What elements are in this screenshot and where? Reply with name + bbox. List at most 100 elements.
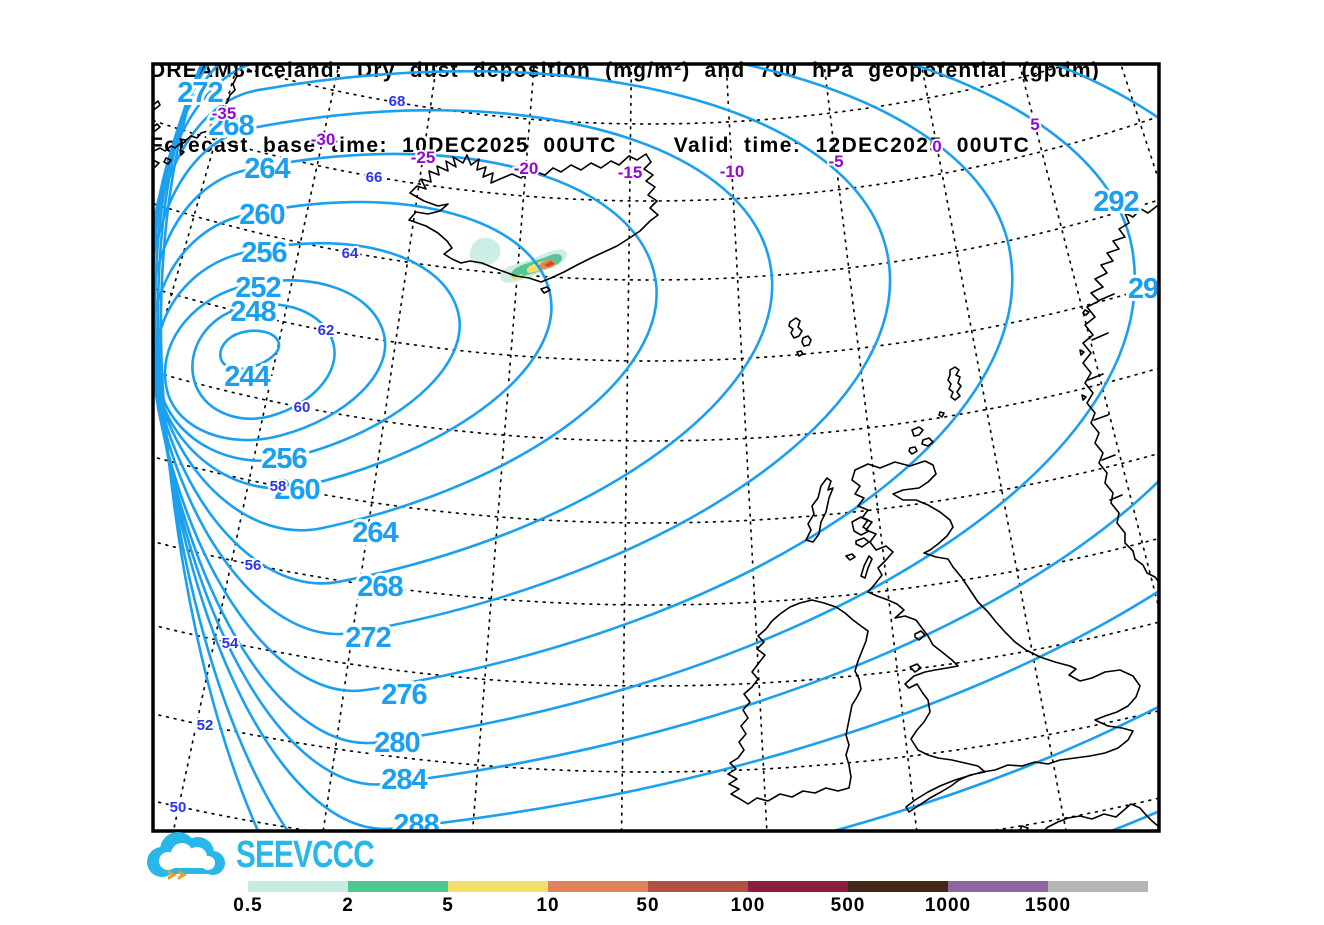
colorbar-segment xyxy=(948,881,1048,892)
latitude-label: 54 xyxy=(222,635,239,652)
colorbar-segment xyxy=(848,881,948,892)
contour-label-layer: 2722682642602562522482442562602642682722… xyxy=(168,74,1159,841)
norway-coastline xyxy=(1082,205,1158,582)
colorbar-segment xyxy=(1048,881,1148,892)
geopotential-contour-288 xyxy=(154,65,1158,830)
latitude-label: 58 xyxy=(270,478,287,495)
parallel-line xyxy=(154,621,1158,687)
colorbar-segment xyxy=(548,881,648,892)
longitude-label: 5 xyxy=(1030,115,1039,134)
parallel-line xyxy=(232,65,1068,125)
latitude-label: 56 xyxy=(245,557,262,574)
logo-text: SEEVCCC xyxy=(236,834,375,876)
contour-value-label: 260 xyxy=(239,199,284,231)
geopotential-contour-layer xyxy=(154,65,1158,830)
greenland-islets xyxy=(154,100,185,168)
contour-value-label: 272 xyxy=(345,622,390,654)
geopotential-contour-252 xyxy=(163,279,387,442)
colorbar-threshold-label: 500 xyxy=(830,895,866,916)
contour-value-label: 264 xyxy=(352,517,398,549)
parallel-line xyxy=(154,117,1155,202)
contour-value-label: 256 xyxy=(261,443,307,475)
deposition-colorbar: 0.5 2 5 10 50 100 500 1000 1500 xyxy=(233,881,1148,916)
parallel-line xyxy=(154,284,1158,362)
colorbar-segment xyxy=(448,881,548,892)
colorbar-segment xyxy=(748,881,848,892)
contour-value-label: 280 xyxy=(374,727,419,759)
longitude-label: 0 xyxy=(932,137,941,156)
colorbar-threshold-label: 100 xyxy=(730,895,766,916)
iceland-coastline xyxy=(408,153,659,294)
latitude-label: 52 xyxy=(197,717,214,734)
greenland-coastline xyxy=(154,65,239,152)
dust-patch-trace xyxy=(469,237,501,266)
contour-value-label: 248 xyxy=(230,296,276,328)
contour-value-label: 264 xyxy=(244,153,290,185)
parallel-line xyxy=(154,537,1158,606)
parallel-line xyxy=(154,367,1158,442)
meridian-line xyxy=(0,0,168,831)
geopotential-contour-244 xyxy=(219,329,281,371)
longitude-label: -25 xyxy=(411,148,436,167)
longitude-label: -35 xyxy=(212,104,237,123)
latitude-label: 62 xyxy=(318,322,335,339)
meridian-line xyxy=(823,65,918,830)
colorbar-threshold-label: 1500 xyxy=(1024,895,1072,916)
contour-value-label: 268 xyxy=(208,110,254,142)
geopotential-contour-256 xyxy=(154,241,461,462)
geopotential-contour-248 xyxy=(191,303,336,421)
contour-value-label: 288 xyxy=(393,809,439,841)
meridian-line xyxy=(471,65,535,830)
geopotential-contour-296 xyxy=(159,65,1158,830)
geopotential-contour-276 xyxy=(154,65,1014,693)
contour-value-label: 29 xyxy=(1128,273,1159,305)
contour-value-label: 244 xyxy=(224,361,270,393)
faroe-islands-coastline xyxy=(788,317,812,357)
shetland-coastline xyxy=(938,366,962,418)
longitude-label: -10 xyxy=(720,162,745,181)
meridian-line xyxy=(725,65,768,830)
geopotential-contour-280 xyxy=(154,65,1137,745)
colorbar-segment xyxy=(348,881,448,892)
colorbar-segment xyxy=(248,881,348,892)
longitude-label: -30 xyxy=(311,130,336,149)
meridian-line xyxy=(322,65,438,830)
contour-value-label: 292 xyxy=(1093,186,1138,218)
norway-fjords xyxy=(1079,293,1123,501)
contour-value-label: 256 xyxy=(241,237,287,269)
contour-value-label: 268 xyxy=(357,571,403,603)
latitude-label: 60 xyxy=(294,399,311,416)
latitude-label: 64 xyxy=(342,245,359,262)
great-britain-coastline xyxy=(851,460,1141,813)
longitude-label: -15 xyxy=(618,163,643,182)
parallel-line xyxy=(154,199,1158,281)
colorbar-threshold-label: 2 xyxy=(342,895,354,916)
meridian-line xyxy=(1018,65,1158,606)
ireland-coastline xyxy=(727,599,869,805)
longitude-label: -5 xyxy=(828,152,843,171)
contour-value-label: 252 xyxy=(235,272,280,304)
cloud-icon xyxy=(147,832,225,880)
map-border xyxy=(151,62,1161,833)
contour-value-label: 276 xyxy=(381,679,427,711)
latitude-label: 50 xyxy=(170,799,187,816)
parallel-line xyxy=(154,710,1158,773)
orkney-coastline xyxy=(908,426,934,455)
colorbar-threshold-label: 50 xyxy=(636,895,660,916)
colorbar-threshold-label: 10 xyxy=(536,895,560,916)
coastline-layer xyxy=(154,65,1158,830)
france-coastline xyxy=(1019,803,1158,830)
latitude-label: 68 xyxy=(389,93,406,110)
colorbar-threshold-label: 5 xyxy=(442,895,454,916)
dust-patch-peak xyxy=(544,261,555,267)
geopotential-contour-284 xyxy=(154,65,1158,786)
colorbar-threshold-label: 1000 xyxy=(924,895,972,916)
latitude-label: 66 xyxy=(366,169,383,186)
colorbar-segment xyxy=(648,881,748,892)
contour-value-label: 272 xyxy=(177,77,222,109)
colorbar-threshold-label: 0.5 xyxy=(233,895,263,916)
longitude-label: -20 xyxy=(514,159,539,178)
meridian-line xyxy=(1120,65,1158,180)
